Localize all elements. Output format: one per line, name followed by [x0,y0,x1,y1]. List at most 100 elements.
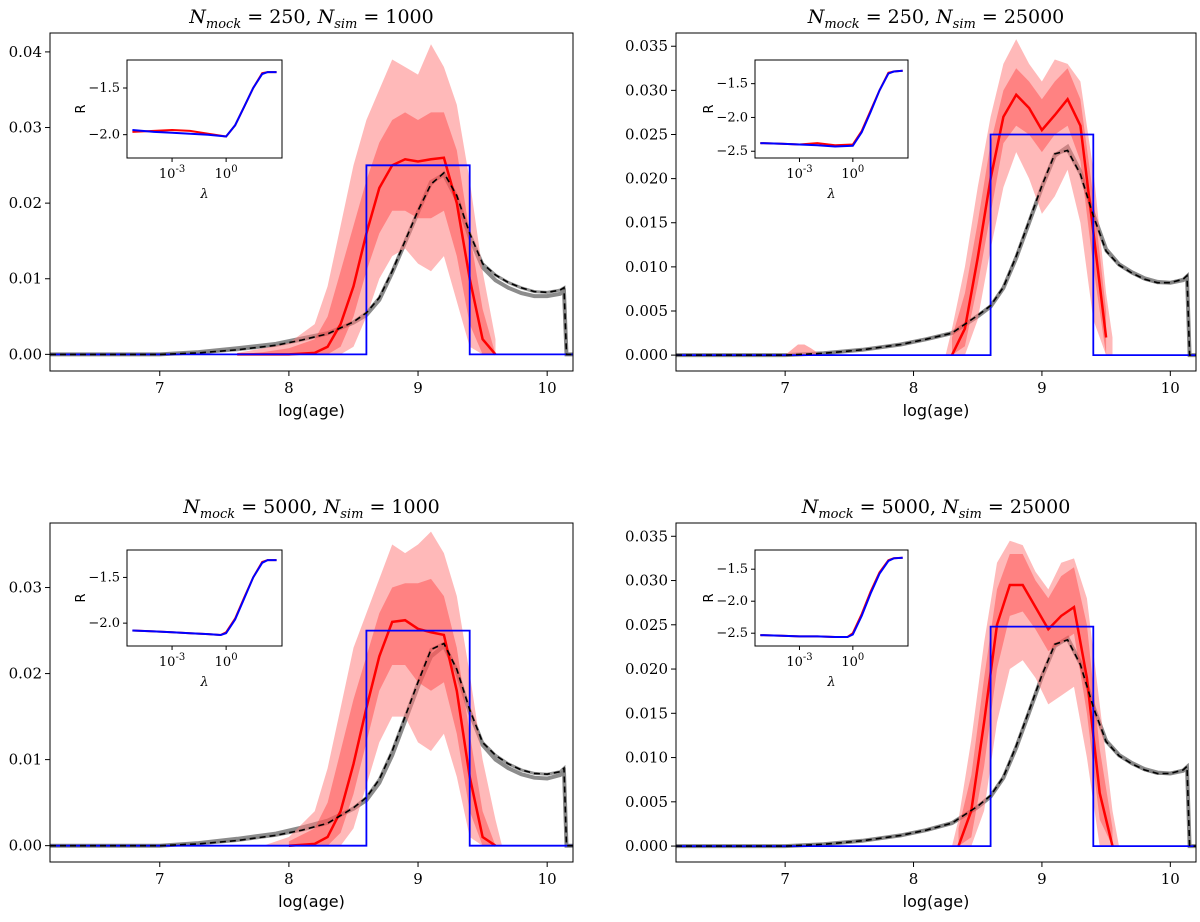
inset-x-tick-base: 10 [215,655,232,670]
truth-step-line [50,629,573,847]
y-tick-label: 0.015 [625,704,668,722]
inset-plot-area [132,559,277,637]
x-tick-label: 10 [538,379,557,397]
prior-recovered-line [676,143,1196,358]
axes-frame [49,32,574,372]
title-n1: N [182,496,201,518]
x-tick-label: 8 [909,870,919,888]
band-outer [945,39,1113,356]
x-tick-label: 10 [538,870,557,888]
title-n2: N [941,496,960,518]
x-axis-label: log(age) [278,892,345,911]
chart-title: Nmock = 250, Nsim = 25000 [807,6,1065,32]
y-tick-label: 0.04 [9,43,42,61]
band-inner [952,68,1107,356]
inset-y-tick-label: −2.0 [716,110,748,125]
x-axis-label: log(age) [903,892,970,911]
recovered-median-line [957,583,1114,847]
y-tick-label: 0.030 [625,81,668,99]
inset-x-axis-label: λ [826,675,835,690]
truth-step-line [50,164,573,356]
x-tick-label: 8 [909,379,919,397]
title-comma: , [312,496,324,518]
x-tick-label: 9 [413,870,423,888]
title-eq2: = [976,6,1004,28]
dashed-line [50,171,573,356]
title-sub2: sim [959,507,982,522]
inset-plot-area [132,71,277,138]
inset-y-tick-label: −2.5 [716,626,748,641]
truth-step-line [676,133,1196,356]
inset-blue-line [132,559,277,637]
recovered-median-line [950,92,1108,356]
inset-x-tick-exponent: 0 [231,652,237,663]
inset-frame [754,549,909,647]
x-tick-label: 7 [780,870,790,888]
title-v1: 250 [888,6,924,28]
inset-x-tick-base: 10 [841,167,858,182]
recovered-median-line [237,156,497,356]
title-v2: 1000 [391,496,439,518]
title-eq2: = [982,496,1010,518]
axes-frame [675,522,1197,863]
y-tick-label: 0.035 [625,527,668,545]
inset-y-axis-label: R [74,593,89,602]
x-tick-label: 7 [780,379,790,397]
inset-x-tick-exponent: -3 [175,164,185,175]
inset-background [755,550,908,646]
title-sub1: mock [824,17,859,32]
inset-x-tick-label: 100 [215,652,238,670]
title-v1: 5000 [263,496,311,518]
inset-x-tick-label: 10-3 [786,164,812,182]
y-tick-label: 0.015 [625,214,668,232]
y-tick-label: 0.010 [625,749,668,767]
inset-x-tick-label: 10-3 [159,652,185,670]
title-n2: N [935,6,954,28]
inset-y-tick-label: −2.0 [88,128,120,143]
panel-4: 7 8 9 10 0.000 0.005 0.010 0.015 0.020 0.025 0.030… [625,496,1197,911]
inset-x-tick-exponent: 0 [231,164,237,175]
title-sub2: sim [953,17,976,32]
inset-y-axis-label: R [702,593,717,602]
inset-y-tick-label: −1.5 [716,562,748,577]
y-tick-label: 0.000 [625,346,668,364]
inset-x-axis-label: λ [199,675,208,690]
inset-plot-area [760,69,903,148]
inset-1: 10-3 100−2.0−1.5λR [74,59,283,202]
dashed-line [676,149,1196,356]
x-tick-label: 7 [155,870,165,888]
recovered-median-line [288,618,497,847]
title-n2: N [323,496,342,518]
y-tick-label: 0.02 [9,194,42,212]
axes-frame [675,32,1197,372]
inset-4: 10-3 100−2.5−2.0−1.5λR [702,549,909,690]
inset-x-tick-label: 10-3 [786,652,812,670]
inset-frame [126,549,283,647]
dashed-line [676,638,1196,847]
x-tick-label: 8 [284,379,294,397]
title-n2: N [317,6,336,28]
inset-y-tick-label: −1.5 [88,570,120,585]
y-tick-label: 0.020 [625,170,668,188]
title-eq1: = [854,496,882,518]
plot-area [676,39,1196,358]
title-sub1: mock [206,17,241,32]
band-inner [288,578,496,846]
y-tick-label: 0.030 [625,572,668,590]
prior-recovered-line [676,635,1196,849]
truth-step-line [676,625,1196,847]
y-tick-label: 0.02 [9,665,42,683]
y-tick-label: 0.03 [9,119,42,137]
title-comma: , [305,6,317,28]
title-sub2: sim [340,507,363,522]
inset-2: 10-3 100−2.5−2.0−1.5λR [702,59,909,202]
plot-area [50,44,573,357]
band-outer [952,540,1119,847]
inset-x-axis-label: λ [826,187,835,202]
x-axis-label: log(age) [278,401,345,420]
title-eq1: = [241,6,269,28]
title-comma: , [924,6,936,28]
band-outer [263,531,502,846]
y-tick-label: 0.01 [9,751,42,769]
